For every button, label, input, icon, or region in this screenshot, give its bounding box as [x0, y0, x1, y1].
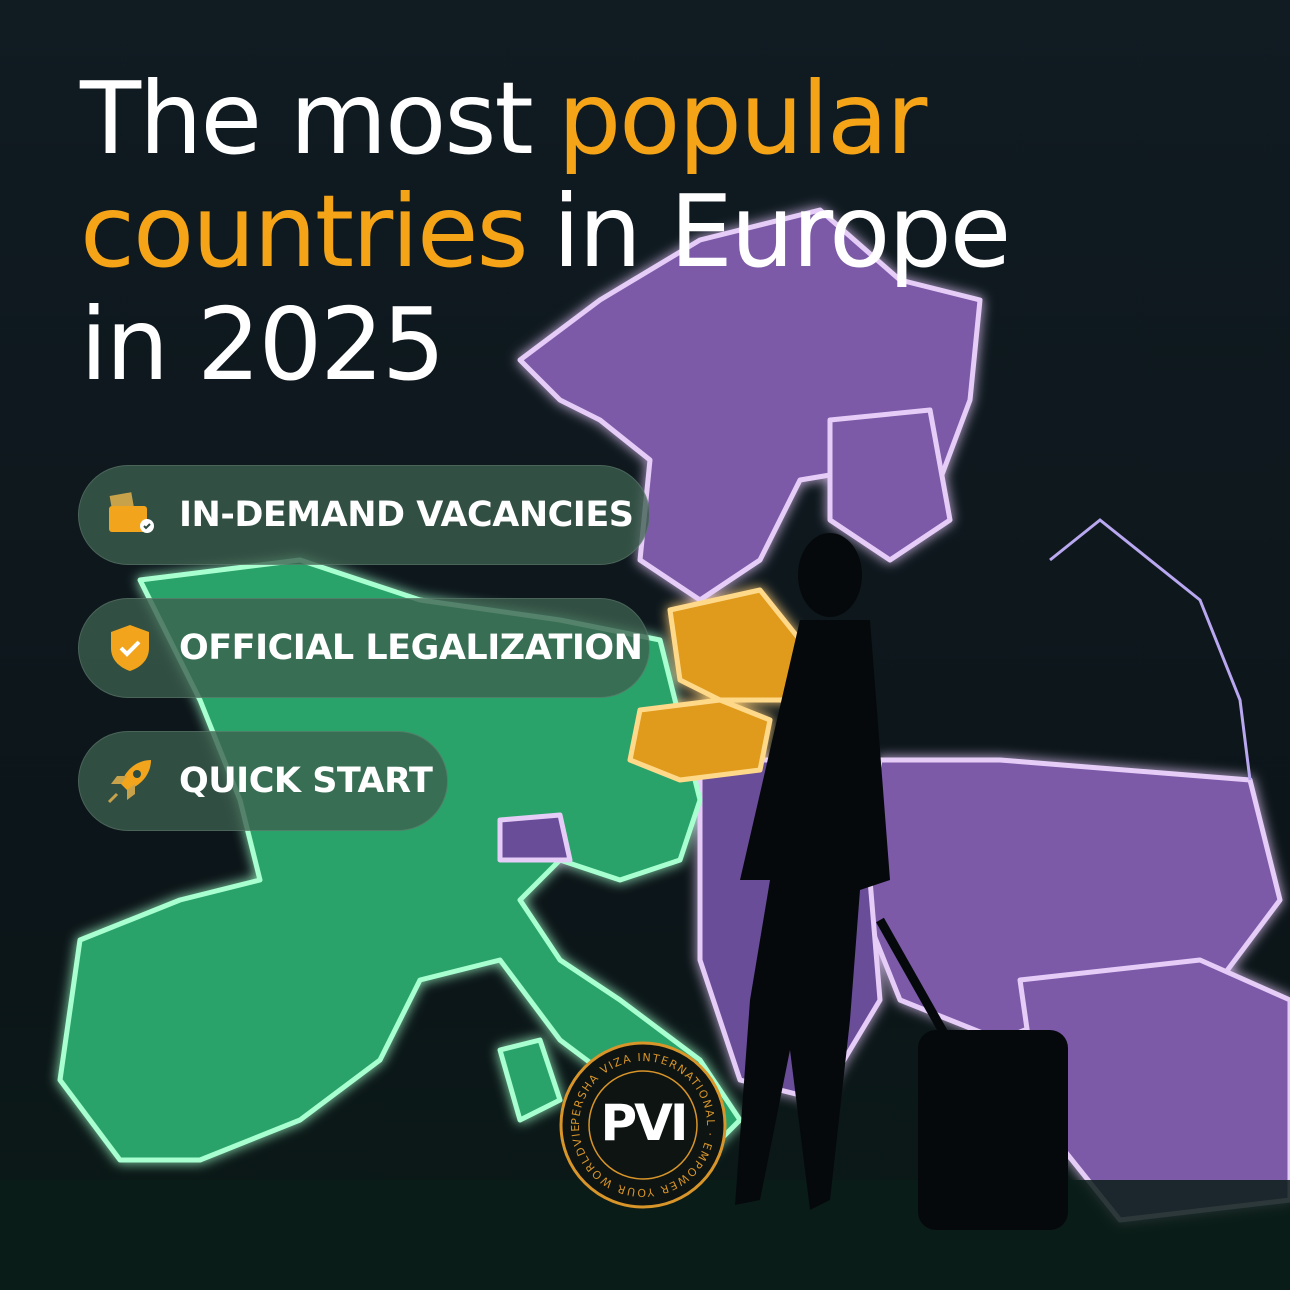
headline-line: countries in Europe — [80, 175, 1035, 288]
feature-pill: QUICK START — [78, 731, 448, 831]
feature-pill: OFFICIAL LEGALIZATION — [78, 598, 650, 698]
headline-highlight: popular — [557, 60, 928, 177]
feature-label: IN-DEMAND VACANCIES — [179, 495, 634, 535]
headline: The most popular countries in Europe in 2025 — [80, 62, 1035, 401]
brand-logo: PERSHA VIZA INTERNATIONAL · EMPOWER YOUR… — [558, 1040, 727, 1209]
rocket-icon — [107, 760, 151, 804]
headline-text: in Europe — [552, 173, 1012, 290]
folder-icon — [109, 492, 154, 533]
headline-text: in 2025 — [80, 286, 445, 403]
traveler-silhouette — [735, 533, 1068, 1230]
feature-label: OFFICIAL LEGALIZATION — [179, 628, 643, 668]
headline-line: The most popular — [80, 62, 1035, 175]
shield-icon — [111, 625, 149, 671]
logo-inner-ring — [588, 1070, 698, 1180]
headline-text: The most — [80, 60, 534, 177]
headline-highlight: countries — [80, 173, 529, 290]
logo-ring — [559, 1041, 727, 1209]
feature-pill: IN-DEMAND VACANCIES — [78, 465, 650, 565]
headline-line: in 2025 — [80, 288, 1035, 401]
logo-mark: PVI — [601, 1094, 686, 1152]
feature-label: QUICK START — [179, 761, 433, 801]
